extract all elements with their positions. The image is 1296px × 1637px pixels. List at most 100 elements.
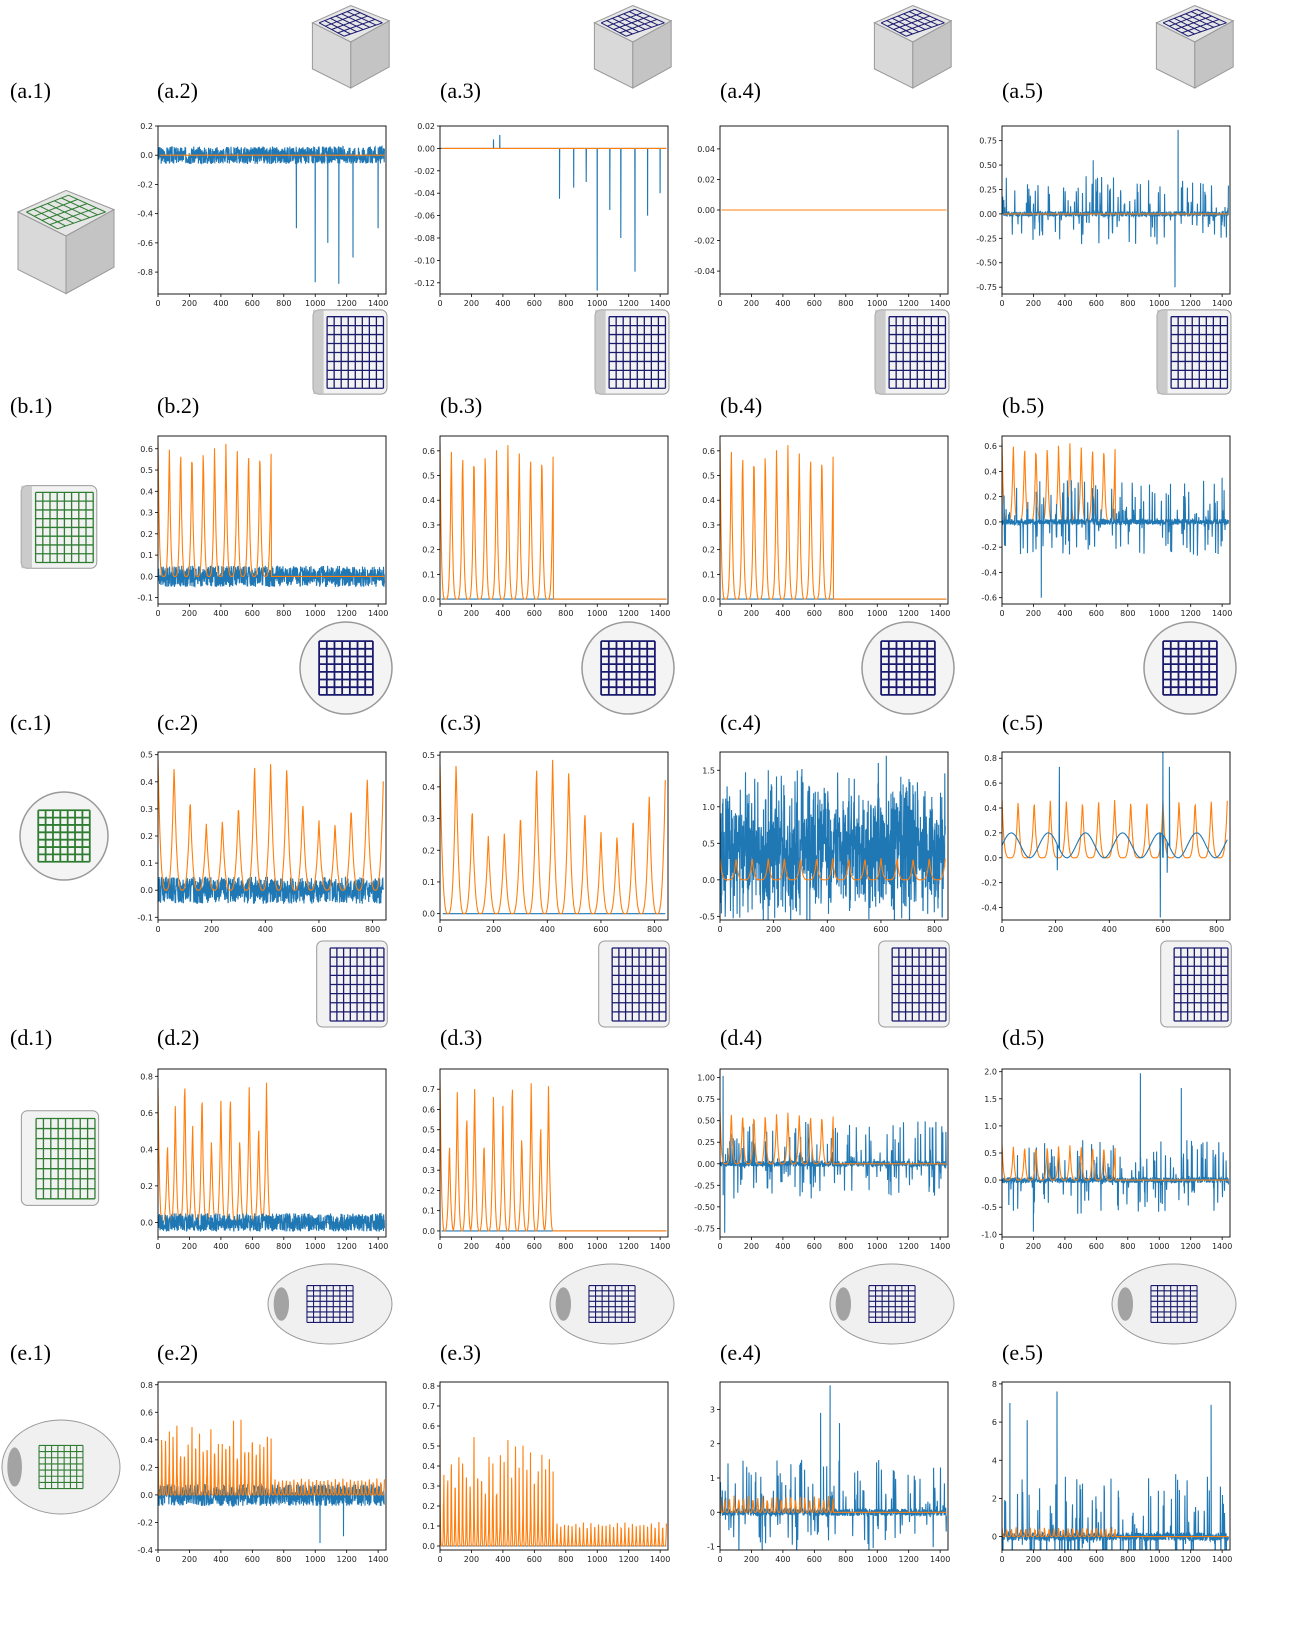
panel-label-a-2: (a.2) <box>157 78 198 103</box>
series-blue <box>158 1212 385 1233</box>
x-tick-label: 200 <box>182 299 197 308</box>
y-tick-label: 0.4 <box>422 1146 435 1155</box>
x-tick-label: 800 <box>1120 1555 1135 1564</box>
deformed-shape-a-5 <box>1155 4 1235 89</box>
x-tick-label: 1400 <box>1212 299 1232 308</box>
y-tick-label: -0.75 <box>976 283 997 292</box>
deformed-shape-d-3 <box>598 940 670 1028</box>
deformed-shape-e-3 <box>549 1263 675 1345</box>
y-tick-label: 0.0 <box>422 595 435 604</box>
plot-frame <box>157 125 387 295</box>
y-tick-label: 0.75 <box>979 137 997 146</box>
x-tick-label: 200 <box>1026 1242 1041 1251</box>
y-tick-label: 0.8 <box>140 1381 153 1390</box>
x-tick-label: 1400 <box>930 1242 950 1251</box>
y-tick-label: -0.4 <box>981 568 997 577</box>
y-tick-label: 0.5 <box>422 1126 435 1135</box>
series-orange <box>158 442 385 577</box>
y-tick-label: -0.5 <box>699 912 715 921</box>
x-tick-label: 200 <box>1048 925 1063 934</box>
deformed-shape-c-2 <box>299 621 393 715</box>
plot-frame <box>439 1068 669 1238</box>
panel-label-a-4: (a.4) <box>720 78 761 103</box>
y-tick-label: -0.75 <box>694 1224 715 1233</box>
chart-c3: 0 200 400 600 800 0.5 0.4 0.3 0.2 0.1 0.0 <box>422 751 669 934</box>
x-tick-label: 0 <box>999 299 1004 308</box>
x-tick-label: 600 <box>1089 299 1104 308</box>
y-tick-label: 0.5 <box>702 472 715 481</box>
y-tick-label: -0.12 <box>414 279 435 288</box>
series-orange <box>1002 1527 1229 1538</box>
chart-e2: 0 200 400 600 800 1000 1200 1400 0.8 0.6 0.4 0.2 0.0… <box>137 1381 388 1564</box>
y-tick-label: 0.5 <box>140 466 153 475</box>
y-tick-label: 0.0 <box>702 876 715 885</box>
x-tick-label: 1400 <box>650 1555 670 1564</box>
y-tick-label: -0.5 <box>981 1203 997 1212</box>
x-tick-label: 400 <box>1057 299 1072 308</box>
series-orange <box>440 1079 667 1233</box>
plot-frame <box>1001 751 1231 921</box>
chart-a5: 0 200 400 600 800 1000 1200 1400 0.75 0.50 0.25 0.0… <box>976 125 1232 308</box>
x-tick-label: 400 <box>213 1242 228 1251</box>
x-tick-label: 800 <box>558 609 573 618</box>
deformed-shape-e-5 <box>1111 1263 1237 1345</box>
x-tick-label: 1000 <box>305 1555 325 1564</box>
plot-frame <box>1001 1381 1231 1551</box>
y-tick-label: 0.3 <box>140 805 153 814</box>
x-tick-label: 0 <box>999 1242 1004 1251</box>
x-tick-label: 1200 <box>619 1555 639 1564</box>
x-tick-label: 1000 <box>305 609 325 618</box>
plot-frame <box>439 435 669 605</box>
chart-d4: 0 200 400 600 800 1000 1200 1400 1.00 0.75 0.50 0.2… <box>694 1068 950 1251</box>
x-tick-label: 1200 <box>337 299 357 308</box>
x-tick-label: 1000 <box>867 299 887 308</box>
y-tick-label: 0.1 <box>422 570 435 579</box>
y-tick-label: -0.04 <box>694 267 715 276</box>
x-tick-label: 600 <box>245 299 260 308</box>
x-tick-label: 1200 <box>337 1242 357 1251</box>
y-tick-label: 0.4 <box>140 778 153 787</box>
x-tick-label: 600 <box>807 1555 822 1564</box>
x-tick-label: 600 <box>245 609 260 618</box>
chart-d5: 0 200 400 600 800 1000 1200 1400 2.0 1.5 1.0 0.5 0.0… <box>981 1068 1232 1251</box>
x-tick-label: 1200 <box>619 609 639 618</box>
chart-c4: 0 200 400 600 800 1.5 1.0 0.5 0.0 -0.5 <box>699 751 949 934</box>
plot-frame <box>157 1381 387 1551</box>
x-tick-label: 1200 <box>1181 1555 1201 1564</box>
series-orange <box>1002 1144 1229 1181</box>
y-tick-label: 0.2 <box>140 1463 153 1472</box>
deformed-shape-b-2 <box>312 309 388 395</box>
y-tick-label: 0.02 <box>697 175 715 184</box>
x-tick-label: 800 <box>1120 1242 1135 1251</box>
source-shape-b <box>20 485 98 569</box>
x-tick-label: 1200 <box>337 609 357 618</box>
series-orange <box>720 857 946 881</box>
y-tick-label: 1.0 <box>702 803 715 812</box>
y-tick-label: 0.1 <box>140 551 153 560</box>
y-tick-label: 0.4 <box>984 804 997 813</box>
x-tick-label: 0 <box>717 299 722 308</box>
y-tick-label: -0.02 <box>414 167 435 176</box>
series-orange <box>440 1437 667 1547</box>
x-tick-label: 800 <box>838 609 853 618</box>
y-tick-label: 0.0 <box>140 1491 153 1500</box>
x-tick-label: 1200 <box>899 1242 919 1251</box>
panel-label-e-4: (e.4) <box>720 1340 761 1365</box>
panel-label-d-2: (d.2) <box>157 1025 200 1050</box>
x-tick-label: 1400 <box>930 1555 950 1564</box>
plot-frame <box>157 435 387 605</box>
y-tick-label: 0.3 <box>422 521 435 530</box>
series-blue <box>720 755 946 920</box>
panel-label-e-5: (e.5) <box>1002 1340 1043 1365</box>
x-tick-label: 200 <box>1026 299 1041 308</box>
x-tick-label: 800 <box>838 1555 853 1564</box>
x-tick-label: 800 <box>276 609 291 618</box>
y-tick-label: 0.02 <box>417 122 435 131</box>
y-tick-label: 0.4 <box>422 1462 435 1471</box>
y-tick-label: 0.0 <box>702 595 715 604</box>
y-tick-label: 0.2 <box>140 530 153 539</box>
y-tick-label: -0.04 <box>414 189 435 198</box>
x-tick-label: 800 <box>838 1242 853 1251</box>
y-tick-label: 0.00 <box>697 1160 715 1169</box>
